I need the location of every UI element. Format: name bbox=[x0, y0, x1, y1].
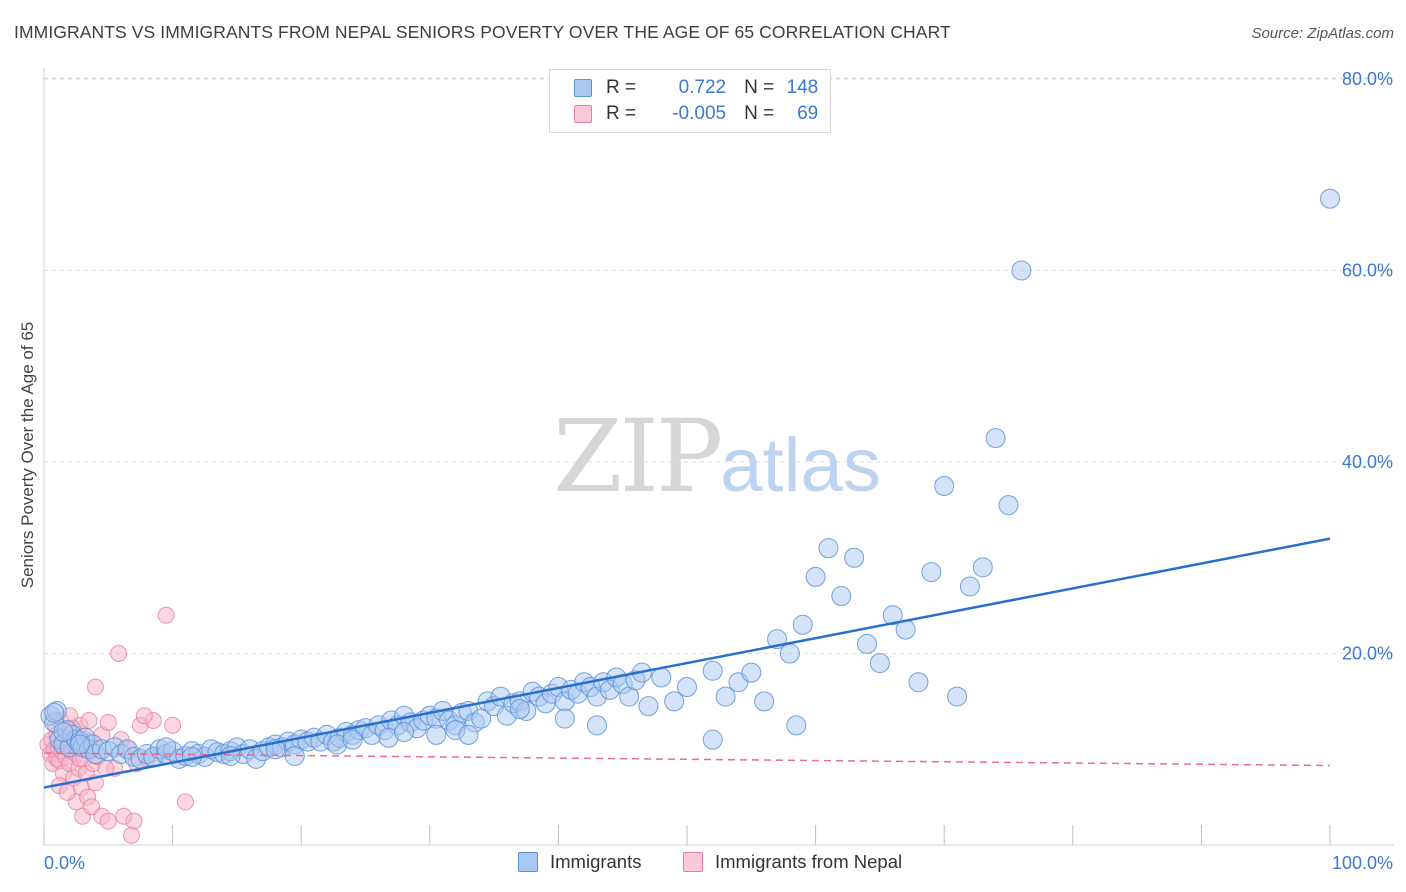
immigrants-point bbox=[53, 722, 74, 743]
immigrants-point bbox=[715, 686, 736, 707]
nepal-point bbox=[58, 783, 76, 801]
immigrants-point bbox=[882, 605, 903, 626]
immigrants-point bbox=[677, 677, 697, 698]
immigrants-point bbox=[554, 708, 575, 729]
immigrants-point bbox=[342, 729, 363, 750]
grid-lines bbox=[44, 77, 1394, 654]
immigrants-point bbox=[702, 729, 723, 750]
immigrants-point bbox=[664, 691, 685, 712]
legend-swatch-blue bbox=[574, 79, 592, 97]
immigrants-point bbox=[786, 715, 807, 736]
y-tick-label: 40.0% bbox=[1342, 452, 1393, 472]
nepal-trend-line bbox=[43, 752, 1331, 767]
immigrants-point bbox=[70, 734, 91, 755]
immigrants-point bbox=[1320, 188, 1340, 209]
nepal-point bbox=[164, 716, 182, 734]
immigrants-point bbox=[972, 557, 993, 578]
immigrants-point bbox=[985, 428, 1006, 449]
watermark-atlas: atlas bbox=[720, 423, 881, 508]
immigrants-point bbox=[818, 538, 839, 559]
immigrants-trend-line bbox=[43, 537, 1331, 789]
immigrants-point bbox=[869, 653, 890, 674]
legend-n-label: N = bbox=[744, 103, 775, 124]
y-axis-title: Seniors Poverty Over the Age of 65 bbox=[18, 322, 37, 588]
x-tick-label: 100.0% bbox=[1332, 853, 1393, 873]
legend-n-value: 69 bbox=[797, 103, 819, 124]
immigrants-point bbox=[792, 614, 813, 635]
immigrants-point bbox=[908, 672, 929, 693]
legend-r-label: R = bbox=[606, 77, 637, 98]
legend-r-value: -0.005 bbox=[672, 103, 727, 124]
nepal-point bbox=[110, 645, 128, 662]
immigrants-point bbox=[998, 495, 1019, 516]
watermark-zip: ZIP bbox=[553, 398, 723, 515]
immigrants-point bbox=[934, 475, 955, 496]
legend-row-immigrants: R = 0.722 N = 148 bbox=[574, 76, 818, 100]
series-label-immigrants: Immigrants bbox=[550, 851, 642, 872]
series-swatch-pink bbox=[683, 852, 703, 872]
y-tick-label: 60.0% bbox=[1342, 261, 1393, 281]
legend-swatch-pink bbox=[574, 105, 592, 123]
axis-labels: 20.0% 40.0% 60.0% 80.0% 0.0% 100.0% Seniors Po… bbox=[18, 69, 1393, 873]
legend-n-label: N = bbox=[744, 77, 775, 98]
immigrants-point bbox=[702, 660, 723, 681]
legend-n-value: 148 bbox=[786, 77, 819, 98]
nepal-point bbox=[157, 606, 175, 624]
immigrants-point bbox=[426, 724, 447, 745]
y-tick-label: 80.0% bbox=[1342, 69, 1393, 89]
nepal-point bbox=[125, 812, 143, 830]
nepal-point bbox=[135, 707, 153, 725]
legend-r-label: R = bbox=[606, 103, 637, 124]
immigrants-point bbox=[651, 667, 672, 688]
immigrants-point bbox=[921, 562, 942, 583]
immigrants-point bbox=[458, 724, 479, 745]
series-label-nepal: Immigrants from Nepal bbox=[715, 851, 903, 872]
immigrants-point bbox=[638, 696, 659, 717]
immigrants-point bbox=[805, 566, 826, 587]
immigrants-point bbox=[779, 643, 800, 664]
trend-lines bbox=[43, 537, 1331, 789]
immigrants-point bbox=[947, 686, 968, 707]
nepal-point bbox=[86, 678, 104, 696]
correlation-legend: R = 0.722 N = 148 R = -0.005 N = 69 bbox=[549, 69, 831, 133]
immigrants-points bbox=[40, 188, 1340, 769]
legend-row-nepal: R = -0.005 N = 69 bbox=[574, 102, 818, 126]
axes bbox=[43, 68, 1394, 846]
nepal-point bbox=[80, 712, 98, 730]
nepal-point bbox=[122, 826, 140, 844]
nepal-point bbox=[99, 812, 117, 830]
source-label: Source: ZipAtlas.com bbox=[1251, 25, 1394, 42]
immigrants-point bbox=[1011, 260, 1032, 281]
immigrants-point bbox=[959, 576, 980, 597]
watermark: ZIPatlas bbox=[553, 398, 881, 515]
immigrants-point bbox=[844, 547, 865, 568]
y-tick-label: 20.0% bbox=[1342, 644, 1393, 664]
immigrants-point bbox=[831, 586, 852, 607]
series-legend: Immigrants Immigrants from Nepal bbox=[0, 851, 1406, 877]
immigrants-point bbox=[394, 722, 415, 743]
immigrants-point bbox=[586, 715, 607, 736]
immigrants-point bbox=[754, 691, 775, 712]
x-tick-label: 0.0% bbox=[44, 853, 85, 873]
immigrants-point bbox=[509, 699, 530, 720]
immigrants-point bbox=[471, 708, 492, 729]
immigrants-point bbox=[741, 662, 762, 683]
series-swatch-blue bbox=[518, 852, 538, 872]
chart-title: IMMIGRANTS VS IMMIGRANTS FROM NEPAL SENI… bbox=[14, 22, 951, 42]
immigrants-point bbox=[156, 737, 177, 758]
legend-r-value: 0.722 bbox=[678, 77, 727, 98]
immigrants-point bbox=[857, 633, 878, 654]
nepal-point bbox=[176, 793, 194, 811]
immigrants-point bbox=[44, 702, 65, 723]
series-legend-immigrants[interactable]: Immigrants bbox=[518, 851, 642, 873]
series-legend-nepal[interactable]: Immigrants from Nepal bbox=[683, 851, 902, 873]
nepal-point bbox=[99, 713, 117, 731]
